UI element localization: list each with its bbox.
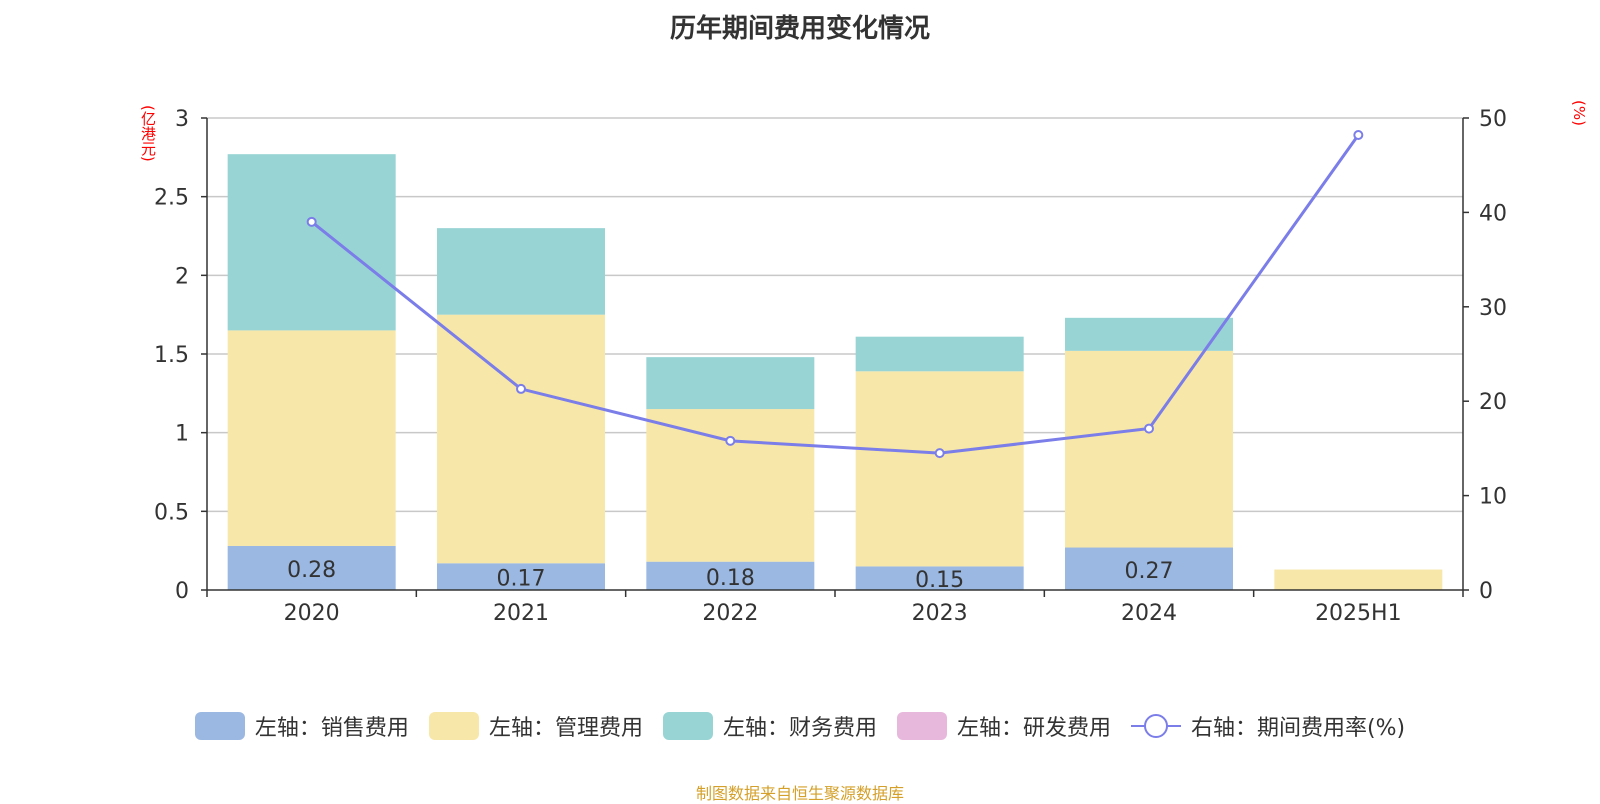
legend-swatch-finance <box>662 712 713 740</box>
data-label-sales: 0.17 <box>497 567 546 592</box>
left-tick-label: 2 <box>175 264 189 289</box>
data-label-sales: 0.15 <box>915 568 964 593</box>
legend-label-rd: 左轴：研发费用 <box>956 716 1111 741</box>
chart-legend: 左轴：销售费用 左轴：管理费用 左轴：财务费用 左轴：研发费用 右轴：期间费用率… <box>0 710 1600 742</box>
x-tick-label: 2025H1 <box>1315 601 1402 626</box>
right-tick-label: 20 <box>1479 390 1507 415</box>
point-expense-rate <box>1353 129 1364 140</box>
legend-swatch-sales <box>194 712 245 740</box>
data-source-note: 制图数据来自恒生聚源数据库 <box>695 784 904 803</box>
legend-item-finance[interactable]: 左轴：财务费用 <box>662 710 877 742</box>
left-tick-label: 3 <box>175 107 189 132</box>
bar-finance <box>437 228 605 315</box>
point-expense-rate <box>725 435 736 446</box>
right-axis-unit: (%) <box>1570 100 1588 126</box>
legend-label-finance: 左轴：财务费用 <box>722 716 877 741</box>
x-tick-label: 2021 <box>493 601 549 626</box>
bar-admin <box>227 330 396 546</box>
x-tick-label: 2022 <box>702 601 758 626</box>
legend-swatch-rd <box>896 712 947 740</box>
legend-item-admin[interactable]: 左轴：管理费用 <box>428 710 643 742</box>
legend-swatch-expense-rate <box>1130 712 1181 740</box>
right-tick-label: 50 <box>1479 107 1507 132</box>
chart-title: 历年期间费用变化情况 <box>669 14 930 44</box>
bar-sales <box>437 563 605 590</box>
bar-finance <box>1065 317 1233 351</box>
data-label-sales: 0.28 <box>287 558 336 583</box>
x-tick-label: 2020 <box>284 601 340 626</box>
bar-admin <box>1274 569 1443 590</box>
point-expense-rate <box>516 383 526 394</box>
line-expense-rate <box>310 134 1360 455</box>
legend-item-sales[interactable]: 左轴：销售费用 <box>194 710 409 742</box>
x-tick-label: 2024 <box>1121 601 1177 626</box>
bar-sales <box>227 545 396 590</box>
point-expense-rate <box>306 216 317 227</box>
right-tick-label: 40 <box>1479 201 1507 226</box>
left-tick-label: 1.5 <box>154 343 189 368</box>
legend-label-admin: 左轴：管理费用 <box>488 716 643 741</box>
legend-label-expense-rate: 右轴：期间费用率(%) <box>1190 716 1406 741</box>
bar-finance <box>646 357 815 410</box>
right-tick-label: 10 <box>1479 485 1507 510</box>
bar-admin <box>646 409 815 562</box>
bar-admin <box>1065 350 1233 548</box>
point-expense-rate <box>934 448 945 459</box>
legend-item-rd[interactable]: 左轴：研发费用 <box>896 710 1111 742</box>
left-tick-label: 0 <box>175 579 189 604</box>
x-tick-label: 2023 <box>912 601 968 626</box>
legend-label-sales: 左轴：销售费用 <box>254 716 409 741</box>
bar-admin <box>437 314 605 564</box>
legend-swatch-admin <box>428 712 479 740</box>
left-tick-label: 1 <box>175 422 189 447</box>
data-label-sales: 0.18 <box>706 566 755 591</box>
bar-finance <box>227 154 396 331</box>
left-axis-unit: (亿港元) <box>139 105 157 162</box>
bar-admin <box>855 371 1024 567</box>
point-expense-rate <box>1144 423 1154 434</box>
right-tick-label: 0 <box>1479 579 1493 604</box>
left-tick-label: 2.5 <box>154 186 189 211</box>
data-label-sales: 0.27 <box>1125 559 1174 584</box>
bar-finance <box>855 336 1024 372</box>
right-tick-label: 30 <box>1479 296 1507 321</box>
bar-sales <box>646 561 815 590</box>
legend-item-expense-rate[interactable]: 右轴：期间费用率(%) <box>1130 710 1406 742</box>
bar-sales <box>1065 547 1233 590</box>
left-tick-label: 0.5 <box>154 500 189 525</box>
bar-sales <box>855 566 1024 590</box>
